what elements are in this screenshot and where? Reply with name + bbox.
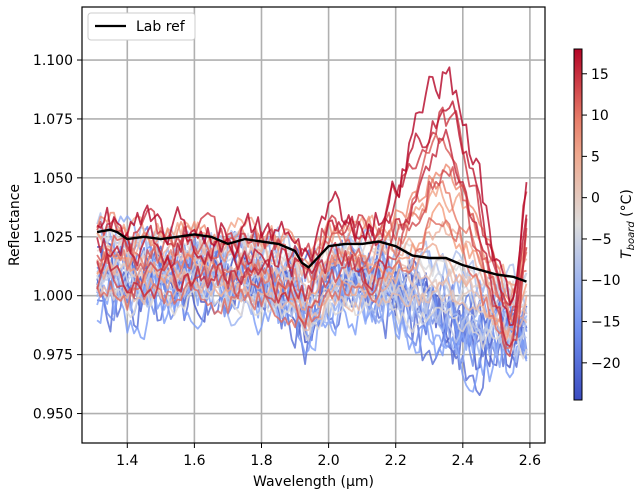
spectrum-line: [96, 217, 527, 350]
colorbar-tick-label: −5: [591, 232, 612, 248]
spectrum-line: [96, 278, 528, 339]
legend-box: [87, 12, 196, 41]
spectrum-line: [96, 266, 528, 358]
colorbar-tick-label: −10: [591, 273, 621, 289]
y-tick-label: 0.975: [33, 348, 73, 364]
y-tick-label: 1.050: [33, 171, 73, 187]
axis-ticks: 1.4 1.6 1.8 2.0 2.2 2.4 2.6 0.950 0.975 1.000 1.02…: [33, 53, 541, 469]
lab-ref-line: [96, 228, 527, 283]
x-tick-label: 2.6: [519, 453, 541, 469]
y-tick-label: 1.075: [33, 112, 73, 128]
spectrum-line: [96, 285, 528, 360]
spectrum-line: [96, 100, 528, 326]
y-tick-label: 1.025: [33, 230, 73, 246]
colorbar-label-sub: board: [626, 221, 637, 251]
y-axis-label: Reflectance: [7, 184, 23, 266]
legend-label-lab-ref: Lab ref: [136, 19, 186, 35]
x-tick-label: 1.8: [250, 453, 272, 469]
colorbar-label: Tboard (°C): [619, 189, 637, 259]
x-tick-label: 2.2: [385, 453, 407, 469]
legend: Lab ref: [87, 12, 196, 41]
x-tick-label: 2.0: [317, 453, 339, 469]
spectrum-line: [96, 275, 528, 393]
colorbar-tick-label: 15: [591, 67, 609, 83]
colorbar-tick-label: −15: [591, 315, 621, 331]
x-tick-label: 1.4: [116, 453, 138, 469]
x-tick-label: 1.6: [183, 453, 205, 469]
x-axis-label: Wavelength (µm): [253, 474, 374, 490]
colorbar-tick-label: 5: [591, 149, 600, 165]
spectra-series: [96, 66, 528, 396]
x-tick-label: 2.4: [452, 453, 474, 469]
y-tick-label: 1.000: [33, 289, 73, 305]
colorbar-tick-label: −20: [591, 356, 621, 372]
plot-frame: [81, 6, 546, 444]
y-tick-label: 1.100: [33, 53, 73, 69]
y-tick-label: 0.950: [33, 407, 73, 423]
colorbar-label-main: T: [619, 249, 635, 259]
spectrum-line: [96, 166, 528, 358]
colorbar-ticks: −20 −15 −10 −5 0 5 10 15: [582, 67, 621, 372]
colorbar-label-unit: (°C): [619, 189, 635, 221]
spectrum-line: [96, 242, 528, 336]
colorbar: −20 −15 −10 −5 0 5 10 15 Tboard (°C): [573, 48, 637, 401]
lab-ref-series: [96, 228, 527, 283]
colorbar-tick-label: 10: [591, 108, 609, 124]
colorbar-gradient: [573, 48, 583, 401]
spectrum-line: [96, 163, 528, 303]
colorbar-tick-label: 0: [591, 191, 600, 207]
